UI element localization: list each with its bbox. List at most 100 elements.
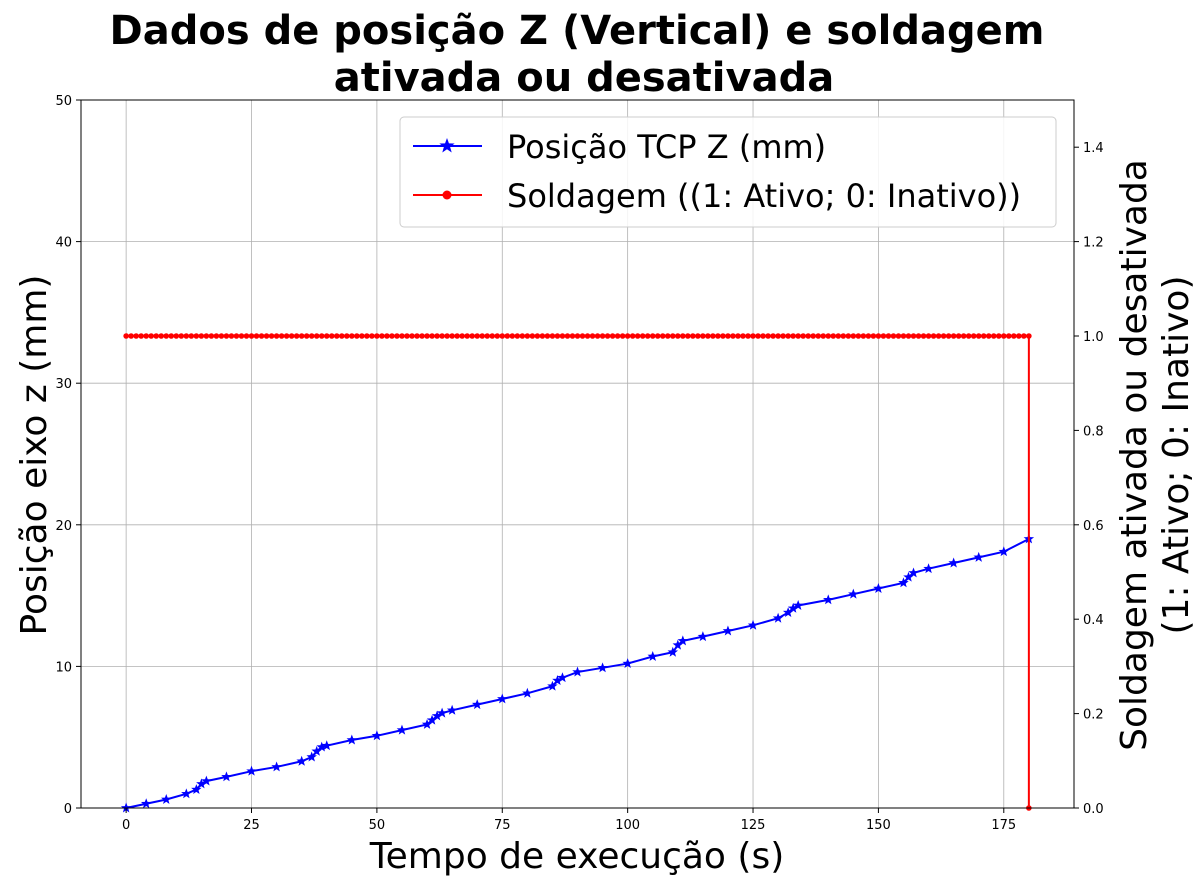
data-point-welding [539,333,546,339]
data-point-welding [790,333,796,339]
data-point-welding [810,333,817,339]
y-axis-right-label-line-2: (1: Ativo; 0: Inativo) [1156,276,1197,635]
data-point-welding [619,333,626,339]
data-point-welding [223,333,230,339]
data-point-welding [880,333,887,339]
data-point-welding [399,333,405,339]
data-point-welding [730,333,736,339]
data-point-welding [449,333,455,339]
data-point-welding [318,333,325,339]
data-point-welding [1006,333,1012,339]
legend-label-position: Posição TCP Z (mm) [507,128,826,166]
data-point-welding [700,333,706,339]
data-point-position-z [747,619,759,630]
data-point-welding [750,333,756,339]
data-point-welding [675,333,681,339]
data-point-welding [559,333,566,339]
data-point-position-z [426,714,438,725]
data-point-position-z [497,693,508,704]
data-point-position-z [787,602,799,613]
data-point-welding [820,333,827,339]
data-point-welding [313,333,320,339]
data-point-welding [775,333,781,339]
y-right-tick-label: 0.0 [1083,802,1104,817]
data-point-welding [755,333,761,339]
data-point-welding [263,333,270,339]
data-point-welding [183,333,190,339]
data-point-position-z [572,666,583,677]
data-point-welding [333,333,340,339]
y-left-tick-label: 50 [55,94,72,109]
data-point-welding [233,333,240,339]
data-point-position-z [547,680,558,691]
data-point-welding [193,333,200,339]
y-right-tick-label: 0.6 [1083,519,1104,534]
legend: Posição TCP Z (mm) Soldagem ((1: Ativo; … [399,116,1057,228]
y-right-tick-label: 0.4 [1083,613,1104,628]
data-point-welding [238,333,245,339]
y-left-tick-label: 40 [55,236,72,251]
data-point-position-z [436,707,448,718]
data-point-welding [419,333,425,339]
data-point-welding [579,333,586,339]
data-point-welding [940,333,947,339]
data-point-welding [669,333,676,339]
x-tick-label: 175 [991,818,1016,833]
data-point-welding [524,333,531,339]
data-point-welding [965,333,972,339]
data-point-position-z [311,745,322,756]
data-point-position-z [346,734,358,745]
plot-frame [80,99,1075,809]
y-left-tick-label: 0 [64,802,72,817]
data-point-position-z [772,612,784,623]
data-point-welding [429,333,435,339]
data-point-position-z [672,639,684,650]
data-point-welding [128,333,134,339]
data-point-welding [905,333,912,339]
data-point-welding [123,333,129,339]
data-point-position-z [667,646,679,657]
data-point-welding [243,333,250,339]
data-point-welding [484,333,491,339]
data-point-welding [148,333,155,339]
data-point-welding [835,333,842,339]
data-point-welding [945,333,952,339]
data-point-welding [845,333,852,339]
x-tick-label: 50 [369,818,386,833]
data-point-position-z [191,784,202,795]
data-point-welding [995,333,1002,339]
data-point-welding [464,333,470,339]
data-point-welding [494,333,501,339]
chart-title-line-1: Dados de posição Z (Vertical) e soldagem [110,8,1045,54]
y-axis-right: 0.0 0.2 0.4 0.6 0.8 1.0 1.2 1.4 [1074,141,1104,817]
data-point-position-z [923,563,934,574]
data-point-welding [765,333,771,339]
data-point-welding [519,333,526,339]
data-point-welding [278,333,285,339]
data-point-welding [710,333,716,339]
data-point-welding [654,333,661,339]
data-point-welding [815,333,822,339]
data-point-position-z [903,571,914,582]
data-point-welding [158,333,165,339]
data-point-welding [203,333,210,339]
data-point-welding [188,333,195,339]
data-point-welding [970,333,977,339]
data-point-welding [599,333,606,339]
data-point-welding [504,333,511,339]
data-point-position-z [161,794,172,804]
data-point-position-z [873,583,884,593]
data-point-welding [328,333,335,339]
data-point-position-z [647,650,658,661]
data-point-welding [604,333,611,339]
legend-box [399,116,1057,228]
data-point-welding [414,333,420,339]
data-point-position-z [697,631,709,642]
data-point-welding [634,333,641,339]
data-point-welding [644,333,651,339]
data-point-welding [509,333,516,339]
data-point-welding [369,333,375,339]
data-point-welding [624,333,631,339]
data-point-welding [489,333,496,339]
data-point-position-z [898,577,909,588]
